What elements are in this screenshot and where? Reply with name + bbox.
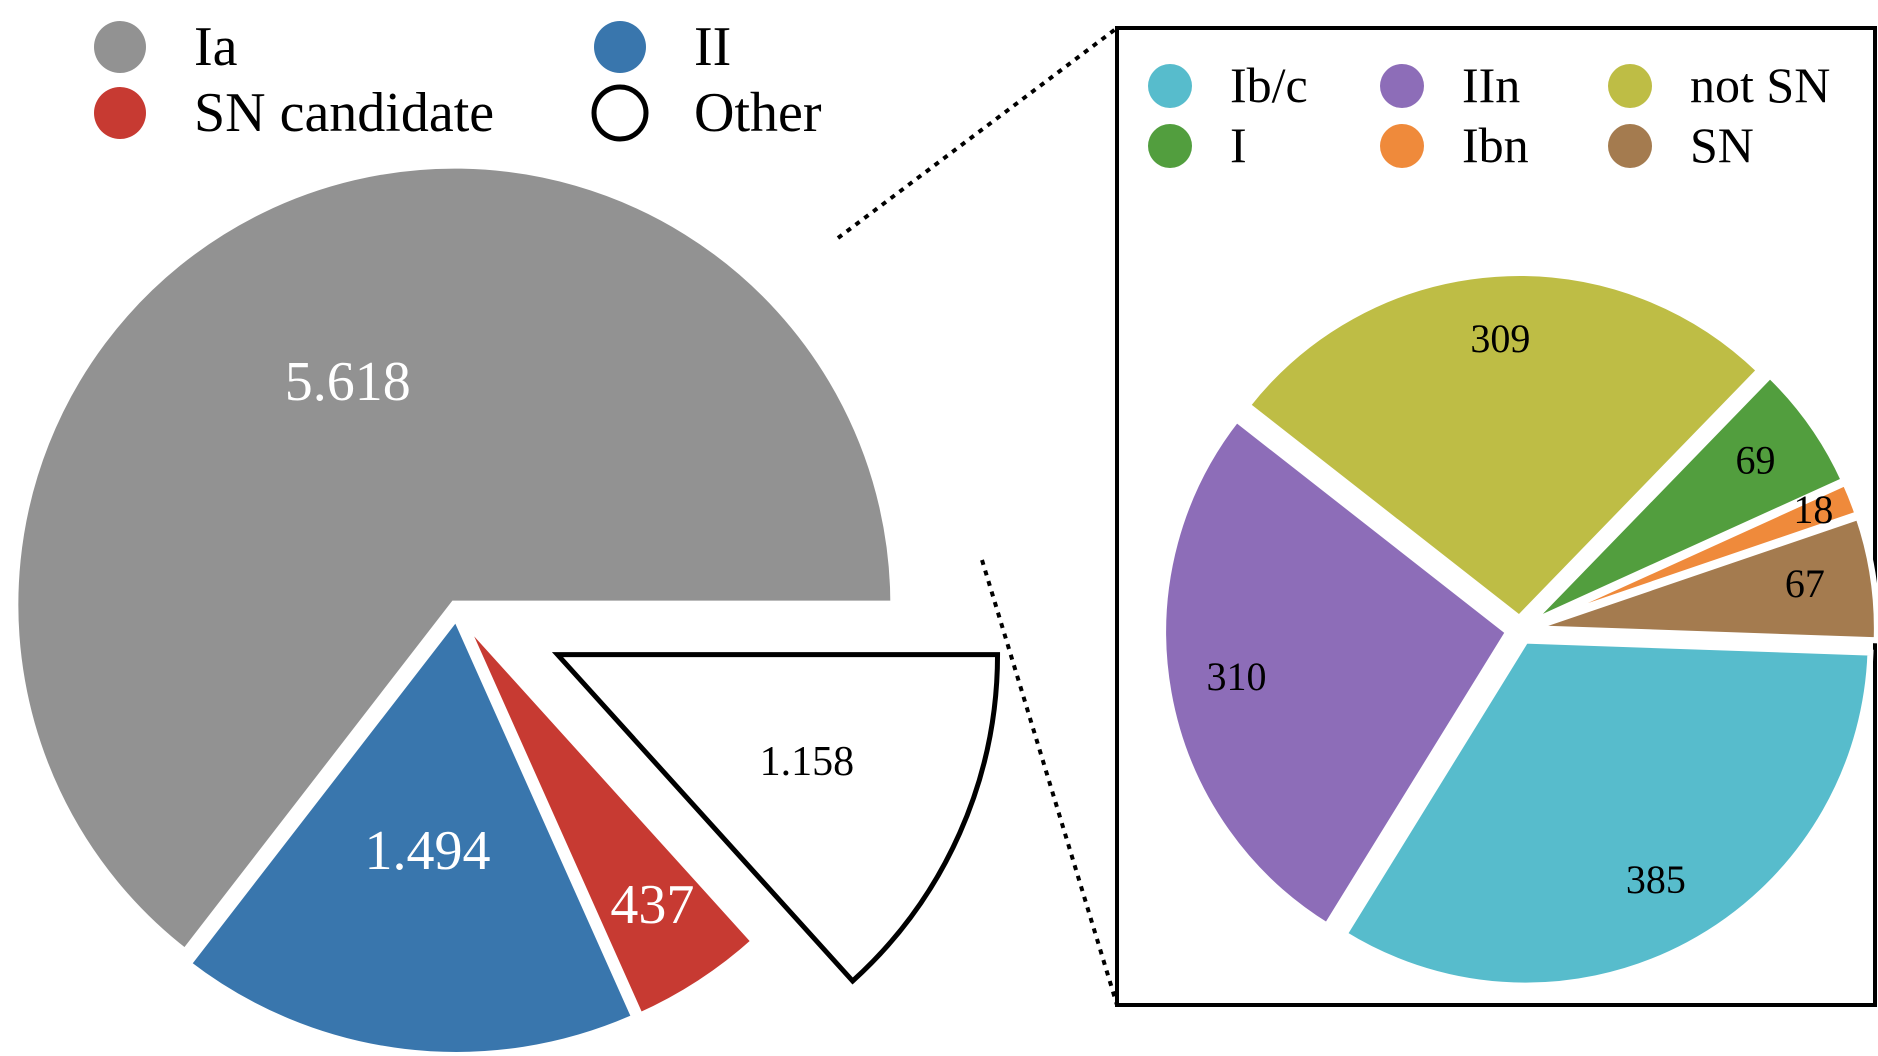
inset-slice-ib-c: [1340, 637, 1874, 989]
slice-label-sn-candidate: 437: [610, 874, 694, 936]
inset-slice-label-iin: 310: [1206, 654, 1266, 699]
inset-slice-label-i: 69: [1735, 437, 1775, 482]
inset-slice-iin: [1160, 415, 1513, 930]
inset-slice-not-sn: [1243, 270, 1764, 623]
legend-marker-sn-candidate: [94, 87, 146, 139]
slice-label-other: 1.158: [760, 739, 855, 785]
inset-legend-label-ib-c: Ib/c: [1230, 57, 1308, 113]
slice-label-ia: 5.618: [285, 351, 411, 413]
inset-slice-sn: [1530, 513, 1878, 644]
main-legend: Ia II SN candidate Other: [94, 16, 822, 144]
inset-legend-label-sn: SN: [1690, 117, 1754, 173]
inset-slice-label-not-sn: 309: [1470, 316, 1530, 361]
legend-marker-other: [591, 84, 649, 142]
inset-legend-item-i: I: [1148, 117, 1247, 173]
inset-legend-item-sn: SN: [1608, 117, 1754, 173]
legend-label-ii: II: [694, 16, 731, 78]
legend-item-ii: II: [594, 16, 731, 78]
slice-other: [551, 652, 1001, 985]
inset-pie: 385 310 309 69 18 67: [1160, 270, 1878, 989]
inset-legend-label-ibn: Ibn: [1462, 117, 1529, 173]
inset-slice-label-ibn: 18: [1793, 487, 1833, 532]
inset-legend-marker-not-sn: [1608, 64, 1652, 108]
slice-label-ii: 1.494: [364, 820, 490, 882]
inset-legend: Ib/c IIn not SN I Ibn SN: [1148, 57, 1830, 173]
inset-slice-label-ib-c: 385: [1626, 857, 1686, 902]
inset-legend-marker-ib-c: [1148, 64, 1192, 108]
inset-slice-label-sn: 67: [1785, 561, 1825, 606]
connector-top: [836, 26, 1119, 240]
inset-legend-marker-ibn: [1380, 124, 1424, 168]
slice-sn-candidate: [456, 612, 762, 1023]
legend-marker-ia: [94, 21, 146, 73]
legend-item-ia: Ia: [94, 16, 238, 78]
inset-legend-label-iin: IIn: [1462, 57, 1520, 113]
inset-legend-marker-iin: [1380, 64, 1424, 108]
legend-item-other: Other: [591, 82, 822, 144]
legend-label-other: Other: [694, 82, 822, 144]
inset-legend-marker-i: [1148, 124, 1192, 168]
connector-bottom: [980, 559, 1119, 1006]
inset-legend-label-i: I: [1230, 117, 1247, 173]
legend-item-sn-candidate: SN candidate: [94, 82, 494, 144]
inset-legend-marker-sn: [1608, 124, 1652, 168]
inset-legend-item-ibn: Ibn: [1380, 117, 1529, 173]
inset-legend-label-not-sn: not SN: [1690, 57, 1830, 113]
legend-marker-ii: [594, 21, 646, 73]
inset-legend-item-ib-c: Ib/c: [1148, 57, 1308, 113]
legend-label-ia: Ia: [194, 16, 238, 78]
inset-slice-i: [1527, 371, 1848, 626]
inset-legend-item-iin: IIn: [1380, 57, 1520, 113]
slice-ii: [181, 608, 641, 1056]
slice-ia: [10, 160, 899, 959]
main-pie: 5.618 1.494 437 1.158: [10, 160, 1001, 1056]
inset-legend-item-not-sn: not SN: [1608, 57, 1830, 113]
legend-label-sn-candidate: SN candidate: [194, 82, 494, 144]
